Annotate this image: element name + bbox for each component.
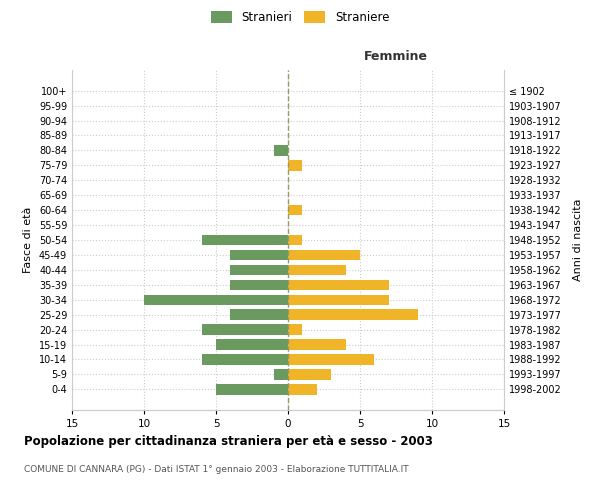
Bar [288,160,302,170]
Bar [230,280,288,290]
Text: Popolazione per cittadinanza straniera per età e sesso - 2003: Popolazione per cittadinanza straniera p… [24,435,433,448]
Bar [202,324,288,335]
Bar [216,384,288,394]
Legend: Stranieri, Straniere: Stranieri, Straniere [211,11,389,24]
Bar [288,354,374,364]
Bar [288,384,317,394]
Text: Femmine: Femmine [364,50,428,63]
Bar [274,145,288,156]
Bar [230,250,288,260]
Bar [288,235,302,245]
Text: COMUNE DI CANNARA (PG) - Dati ISTAT 1° gennaio 2003 - Elaborazione TUTTITALIA.IT: COMUNE DI CANNARA (PG) - Dati ISTAT 1° g… [24,465,409,474]
Bar [288,294,389,305]
Bar [230,264,288,275]
Bar [288,310,418,320]
Bar [202,235,288,245]
Bar [274,369,288,380]
Bar [288,340,346,349]
Bar [216,340,288,349]
Bar [202,354,288,364]
Bar [144,294,288,305]
Y-axis label: Fasce di età: Fasce di età [23,207,33,273]
Y-axis label: Anni di nascita: Anni di nascita [573,198,583,281]
Bar [230,310,288,320]
Bar [288,369,331,380]
Bar [288,250,360,260]
Bar [288,264,346,275]
Bar [288,324,302,335]
Bar [288,280,389,290]
Bar [288,205,302,216]
